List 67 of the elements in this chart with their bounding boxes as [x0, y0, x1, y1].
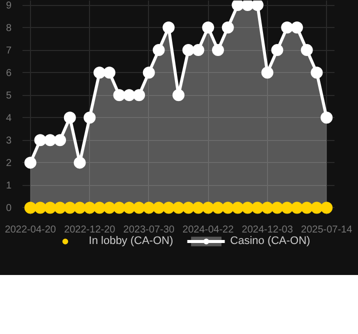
point — [271, 44, 284, 56]
x-tick-label: 2024-12-03 — [242, 224, 294, 236]
point — [212, 44, 224, 56]
y-tick-label: 2 — [6, 158, 12, 170]
x-tick-label: 2022-12-20 — [64, 224, 116, 236]
y-tick-label: 0 — [6, 203, 12, 214]
point — [290, 202, 303, 214]
point — [242, 202, 254, 214]
point — [320, 202, 333, 214]
point — [44, 202, 56, 214]
point — [271, 202, 284, 214]
point — [222, 22, 234, 34]
point — [202, 22, 214, 34]
y-tick-label: 5 — [6, 90, 12, 102]
point — [222, 202, 234, 214]
point — [133, 89, 146, 102]
point — [192, 202, 204, 214]
point — [133, 202, 146, 214]
point — [24, 202, 36, 214]
x-tick-label: 2023-07-30 — [123, 224, 175, 236]
point — [103, 66, 116, 79]
point — [103, 202, 116, 214]
point — [162, 22, 175, 34]
legend-label: Casino (CA-ON) — [230, 235, 310, 247]
point — [310, 66, 323, 79]
point — [84, 202, 96, 214]
y-tick-label: 7 — [6, 46, 12, 57]
x-tick-label: 2024-04-22 — [182, 224, 234, 236]
point — [320, 112, 333, 124]
legend-label: In lobby (CA-ON) — [88, 235, 174, 247]
point — [281, 202, 294, 214]
point — [310, 202, 323, 214]
point — [251, 0, 264, 11]
y-tick-label: 8 — [6, 23, 12, 34]
point — [182, 202, 194, 214]
point — [54, 202, 66, 214]
point — [261, 202, 274, 214]
point — [261, 66, 274, 79]
point — [152, 44, 165, 56]
x-tick-label: 2022-04-20 — [4, 224, 56, 236]
point — [300, 202, 313, 214]
point — [172, 202, 184, 214]
point — [123, 202, 136, 214]
point — [64, 112, 76, 124]
point — [300, 44, 313, 56]
x-tick-label: 2025-07-14 — [301, 224, 353, 236]
point — [54, 134, 66, 146]
point — [142, 202, 155, 214]
point — [232, 202, 244, 214]
point — [251, 202, 264, 214]
point — [162, 202, 175, 214]
point — [202, 202, 214, 214]
point — [290, 22, 303, 34]
y-tick-label: 4 — [6, 113, 12, 124]
y-tick-label: 9 — [6, 0, 12, 12]
point — [212, 202, 224, 214]
y-tick-label: 6 — [6, 68, 12, 80]
y-tick-label: 3 — [6, 136, 12, 147]
point — [74, 156, 86, 169]
point — [94, 202, 106, 214]
y-tick-label: 1 — [6, 180, 12, 192]
point — [24, 156, 36, 169]
point — [142, 66, 155, 79]
point — [64, 202, 76, 214]
point — [192, 44, 204, 56]
point — [172, 89, 184, 102]
point — [84, 112, 96, 124]
